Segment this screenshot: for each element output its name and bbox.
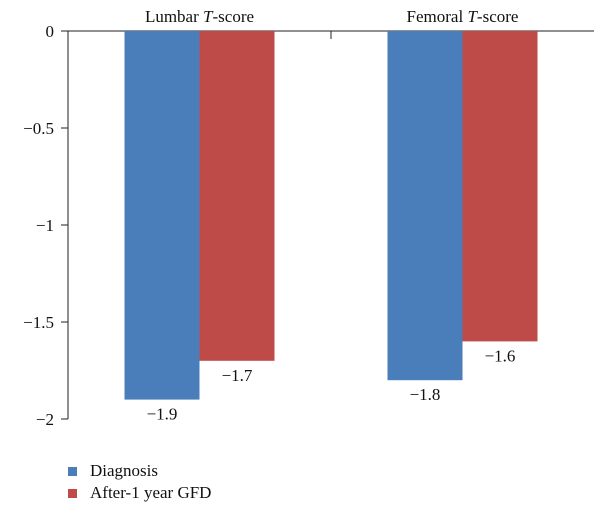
legend-item-diagnosis: Diagnosis — [68, 460, 211, 482]
category-label: Lumbar T-score — [145, 7, 254, 26]
y-tick-label: −0.5 — [23, 119, 54, 138]
legend-label-after-gfd: After-1 year GFD — [90, 483, 212, 502]
data-label: −1.7 — [222, 366, 253, 385]
bar-chart: 0 −0.5 −1 −1.5 −2 Lumbar T-score −1.9 −1.7 Femor… — [23, 7, 594, 429]
bar-after-1-year-gfd-1 — [462, 31, 538, 342]
data-label: −1.9 — [147, 405, 178, 424]
legend-label-diagnosis: Diagnosis — [90, 461, 158, 480]
bar-diagnosis-0 — [124, 31, 200, 400]
bar-after-1-year-gfd-0 — [199, 31, 275, 361]
legend-swatch-diagnosis — [68, 466, 77, 476]
legend: Diagnosis After-1 year GFD — [68, 460, 211, 504]
y-tick-label: 0 — [46, 22, 55, 41]
y-tick-label: −1.5 — [23, 313, 54, 332]
data-label: −1.8 — [410, 385, 441, 404]
category-label: Femoral T-score — [407, 7, 519, 26]
legend-swatch-after-gfd — [68, 488, 77, 498]
data-label: −1.6 — [485, 346, 516, 365]
y-tick-label: −2 — [36, 410, 54, 429]
bar-diagnosis-1 — [387, 31, 463, 381]
y-tick-label: −1 — [36, 216, 54, 235]
legend-item-after-gfd: After-1 year GFD — [68, 482, 211, 504]
